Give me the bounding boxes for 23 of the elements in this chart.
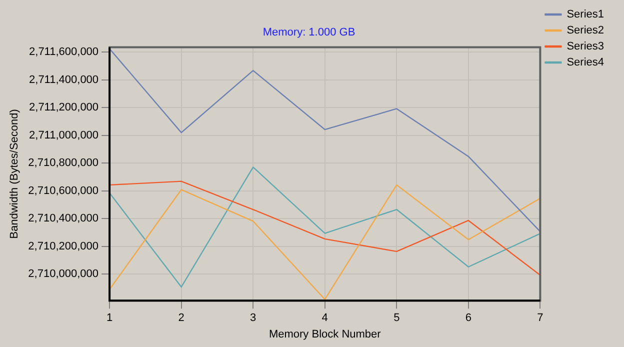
x-tick-label: 1	[106, 312, 113, 324]
y-tick-label: 2,710,600,000	[28, 184, 99, 197]
y-tick-label: 2,711,000,000	[29, 129, 99, 142]
legend-label: Series4	[566, 56, 604, 69]
y-tick-label: 2,710,400,000	[28, 212, 99, 225]
y-tick-label: 2,710,000,000	[28, 268, 99, 280]
legend-label: Series2	[566, 24, 604, 37]
y-tick-label: 2,711,200,000	[29, 102, 99, 114]
x-tick-label: 5	[394, 312, 400, 324]
y-tick-label: 2,711,400,000	[29, 74, 99, 86]
x-tick-label: 2	[178, 312, 184, 324]
x-tick-label: 6	[465, 312, 472, 324]
y-tick-label: 2,710,200,000	[28, 240, 99, 252]
chart-title: Memory: 1.000 GB	[262, 26, 356, 39]
legend-label: Series3	[566, 40, 604, 53]
x-axis-title: Memory Block Number	[268, 328, 382, 340]
x-tick-label: 7	[537, 312, 544, 324]
y-axis-title: Bandwidth (Bytes/Second)	[8, 109, 21, 239]
x-tick-label: 4	[322, 312, 328, 324]
legend-label: Series1	[566, 8, 604, 21]
y-tick-label: 2,710,800,000	[28, 157, 99, 170]
x-tick-label: 3	[250, 312, 256, 324]
y-tick-label: 2,711,600,000	[29, 46, 99, 58]
